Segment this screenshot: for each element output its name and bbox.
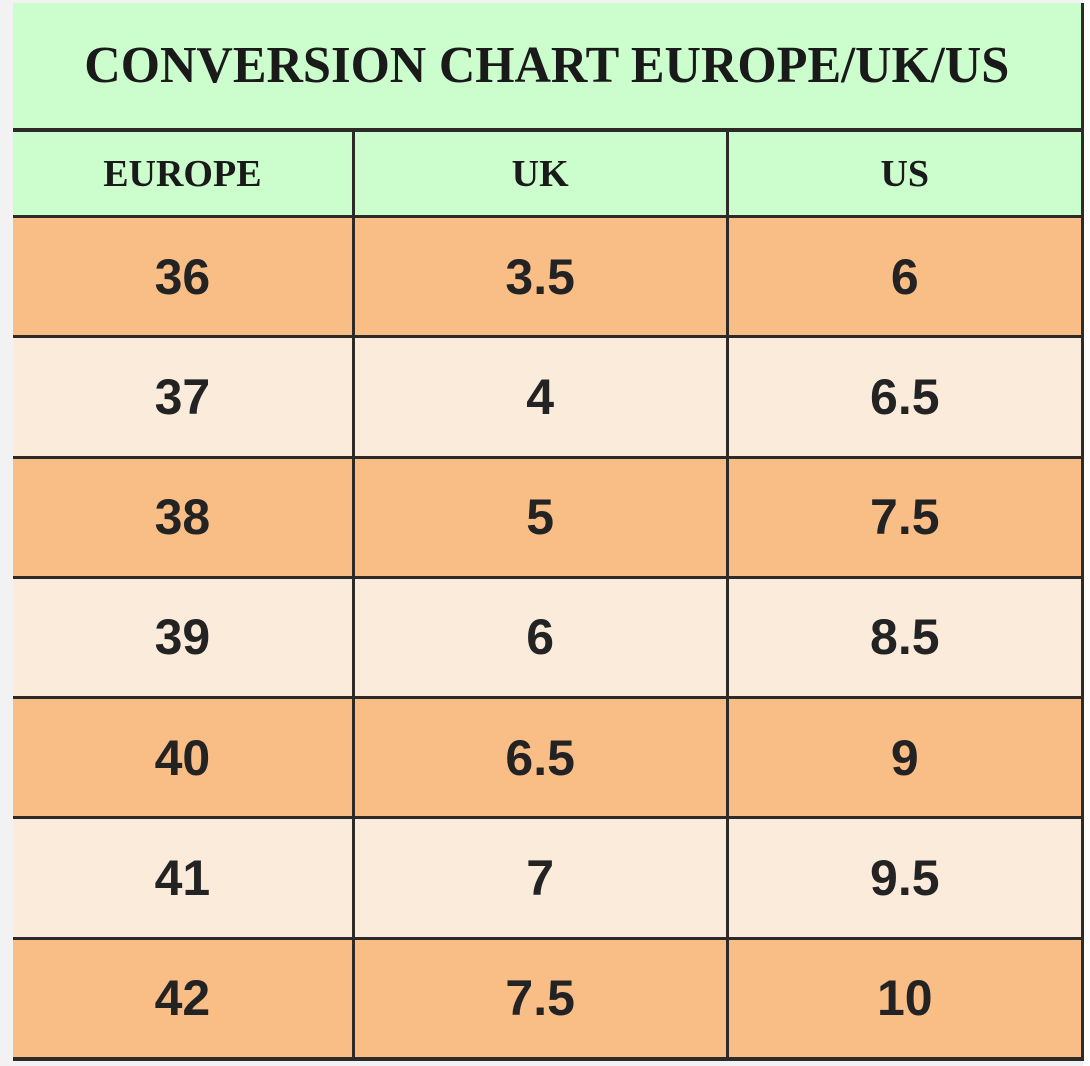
table-title: CONVERSION CHART EUROPE/UK/US <box>84 37 1010 94</box>
table-row: 38 5 7.5 <box>13 458 1081 579</box>
conversion-chart-table: CONVERSION CHART EUROPE/UK/US EUROPE UK … <box>13 3 1084 1061</box>
cell-uk-size: 6 <box>354 578 729 697</box>
cell-us-size: 6.5 <box>728 338 1081 456</box>
cell-europe-size: 37 <box>13 338 355 456</box>
table-header-row: EUROPE UK US <box>13 132 1081 218</box>
cell-uk-size: 7 <box>354 819 729 937</box>
page-right-margin <box>1083 0 1090 1066</box>
cell-europe-size: 42 <box>13 939 355 1057</box>
cell-europe-size: 41 <box>13 819 355 937</box>
cell-uk-size: 7.5 <box>354 939 729 1057</box>
column-header-uk: UK <box>355 132 729 215</box>
cell-us-size: 6 <box>728 218 1081 336</box>
cell-uk-size: 5 <box>354 458 729 576</box>
cell-us-size: 9 <box>728 699 1081 817</box>
cell-uk-size: 6.5 <box>354 699 729 817</box>
table-row: 39 6 8.5 <box>13 578 1081 700</box>
column-header-europe: EUROPE <box>13 132 355 215</box>
cell-us-size: 10 <box>728 939 1081 1057</box>
cell-europe-size: 36 <box>13 218 355 336</box>
table-row: 42 7.5 10 <box>13 939 1081 1057</box>
column-header-us: US <box>880 152 930 195</box>
table-row: 36 3.5 6 <box>13 218 1081 339</box>
cell-uk-size: 4 <box>354 338 729 456</box>
cell-us-size: 7.5 <box>728 458 1081 576</box>
cell-europe-size: 39 <box>13 578 355 697</box>
cell-europe-size: 38 <box>13 458 355 576</box>
cell-uk-size: 3.5 <box>354 218 729 336</box>
table-row: 40 6.5 9 <box>13 699 1081 820</box>
table-row: 41 7 9.5 <box>13 819 1081 940</box>
cell-europe-size: 40 <box>13 699 355 817</box>
cell-us-size: 9.5 <box>728 819 1081 937</box>
cell-us-size: 8.5 <box>728 578 1081 697</box>
table-row: 37 4 6.5 <box>13 338 1081 459</box>
table-title-band: CONVERSION CHART EUROPE/UK/US <box>13 3 1081 132</box>
